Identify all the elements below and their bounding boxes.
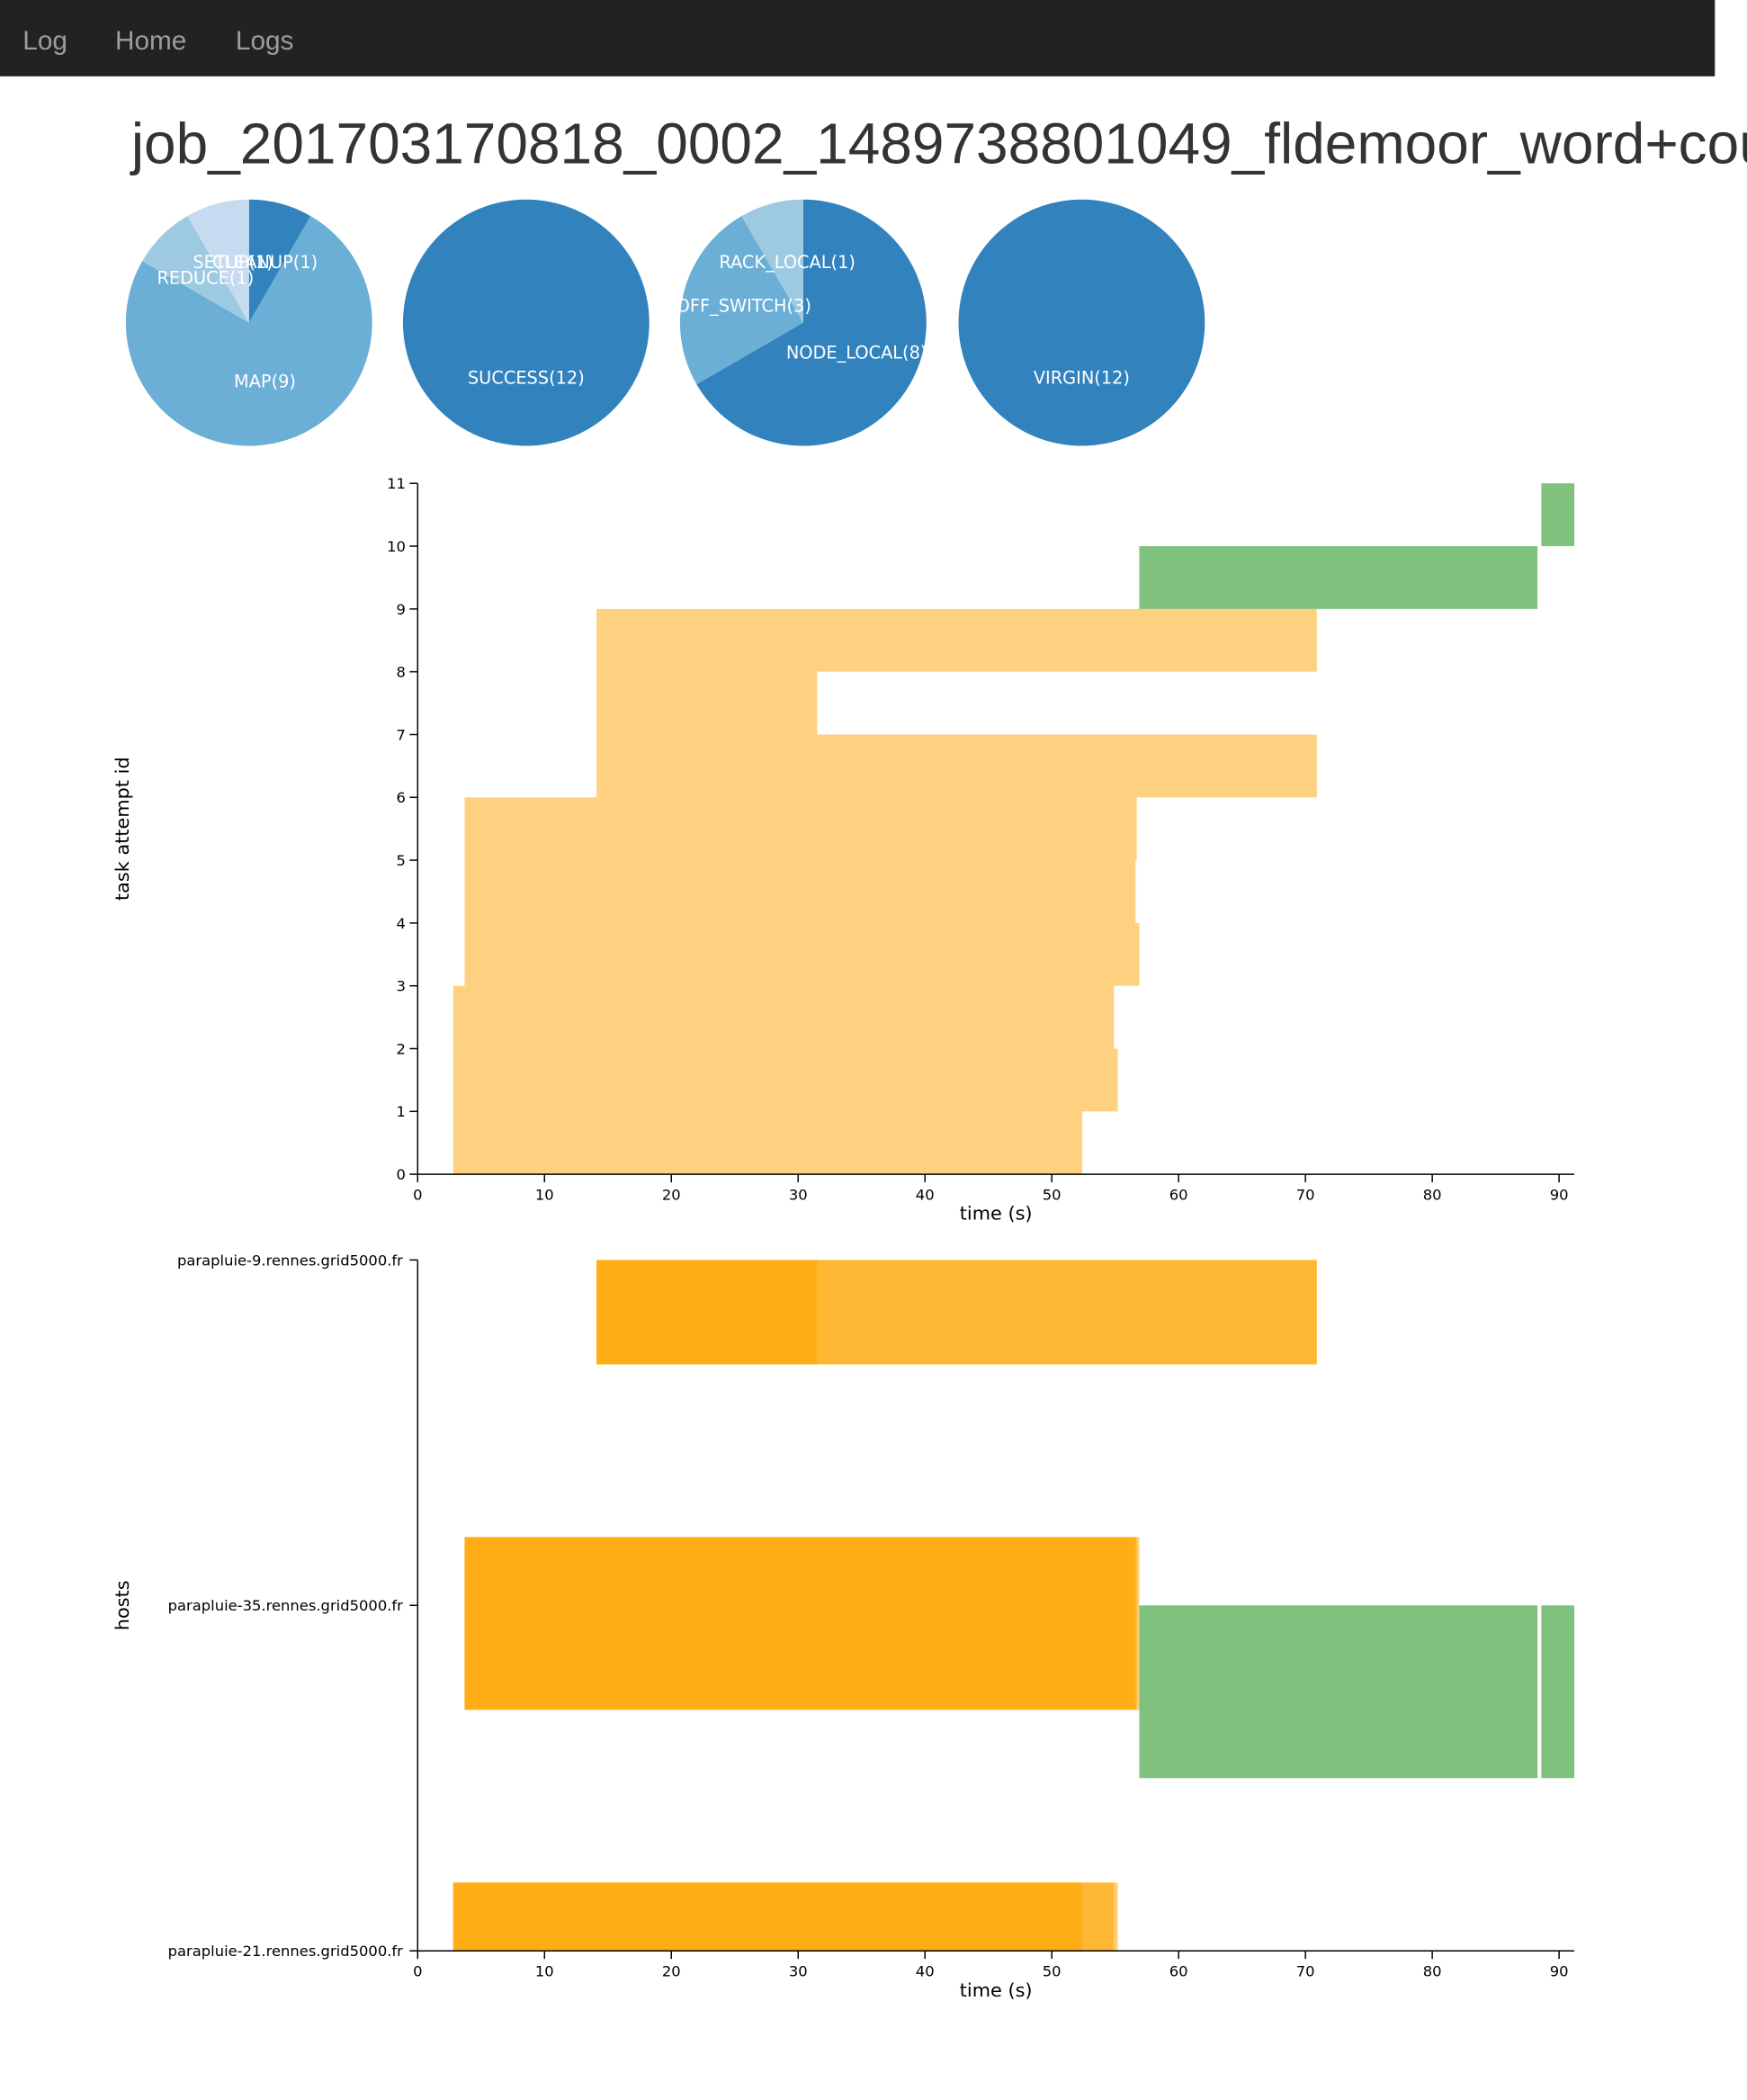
pie-label: VIRGIN(12) xyxy=(1034,368,1130,389)
host-task-bar xyxy=(1541,1605,1575,1779)
y-tick-label: 9 xyxy=(396,601,405,618)
x-tick-label: 20 xyxy=(662,1186,681,1203)
x-tick-label: 60 xyxy=(1169,1186,1188,1203)
pie-label: REDUCE(1) xyxy=(157,268,255,289)
y-axis-label: task attempt id xyxy=(112,757,133,901)
pie-slice xyxy=(142,216,249,323)
pie-slice xyxy=(402,199,650,446)
y-tick-label: parapluie-21.rennes.grid5000.fr xyxy=(168,1943,404,1960)
task-bar xyxy=(1541,483,1575,547)
y-tick-label: parapluie-9.rennes.grid5000.fr xyxy=(177,1252,403,1269)
x-tick-label: 80 xyxy=(1423,1962,1442,1979)
task-bar xyxy=(464,860,1136,923)
y-tick-label: 4 xyxy=(396,915,405,932)
x-tick-label: 50 xyxy=(1043,1962,1062,1979)
pie-slice xyxy=(248,199,311,323)
task-bar xyxy=(452,1048,1118,1112)
y-axis-label: hosts xyxy=(112,1580,133,1630)
host-task-bar xyxy=(596,1260,1317,1365)
task-bar xyxy=(452,985,1115,1049)
x-tick-label: 20 xyxy=(662,1962,681,1979)
x-tick-label: 50 xyxy=(1043,1186,1062,1203)
pie-slice xyxy=(125,216,372,446)
y-tick-label: parapluie-35.rennes.grid5000.fr xyxy=(168,1597,404,1614)
pie-label: SUCCESS(12) xyxy=(468,368,585,389)
pie-slice xyxy=(187,199,249,323)
host-task-bar xyxy=(452,1882,1115,1952)
navbar xyxy=(0,0,1716,76)
y-tick-label: 8 xyxy=(396,664,405,681)
x-tick-label: 70 xyxy=(1296,1186,1315,1203)
y-tick-label: 6 xyxy=(396,789,405,806)
x-axis-label: time (s) xyxy=(960,1979,1033,2001)
x-tick-label: 40 xyxy=(916,1962,935,1979)
task-bar xyxy=(464,797,1137,861)
task-bar xyxy=(452,1111,1083,1175)
x-tick-label: 80 xyxy=(1423,1186,1442,1203)
x-tick-label: 0 xyxy=(413,1962,422,1979)
x-tick-label: 30 xyxy=(789,1186,808,1203)
y-tick-label: 5 xyxy=(396,852,405,869)
x-tick-label: 90 xyxy=(1550,1186,1569,1203)
nav-link[interactable]: Home xyxy=(115,26,186,56)
pie-slice xyxy=(958,199,1205,446)
y-tick-label: 1 xyxy=(396,1103,405,1120)
pie-label: MAP(9) xyxy=(234,371,296,391)
host-task-bar xyxy=(1139,1605,1538,1779)
pie-label: OFF_SWITCH(3) xyxy=(676,295,811,316)
page-title: job_201703170818_0002_1489738801049_flde… xyxy=(130,112,1747,176)
task-bar xyxy=(596,608,1317,672)
pie-slice xyxy=(679,216,803,385)
x-axis-label: time (s) xyxy=(960,1203,1033,1225)
y-tick-label: 11 xyxy=(387,475,406,492)
host-task-bar xyxy=(464,1537,1137,1710)
x-tick-label: 70 xyxy=(1296,1962,1315,1979)
y-tick-label: 3 xyxy=(396,978,405,995)
task-bar xyxy=(464,922,1140,986)
pie-label: CLEANUP(1) xyxy=(212,252,318,273)
host-bars xyxy=(452,1260,1575,1952)
y-tick-label: 7 xyxy=(396,726,405,743)
x-tick-label: 10 xyxy=(535,1962,554,1979)
x-tick-label: 30 xyxy=(789,1962,808,1979)
x-tick-label: 40 xyxy=(916,1186,935,1203)
task-bar xyxy=(596,734,1317,798)
x-tick-label: 60 xyxy=(1169,1962,1188,1979)
nav-link[interactable]: Logs xyxy=(236,26,294,56)
pie-label: RACK_LOCAL(1) xyxy=(719,252,856,273)
y-tick-label: 0 xyxy=(396,1166,405,1183)
y-tick-label: 10 xyxy=(387,538,406,555)
pie-label: SETUP(1) xyxy=(193,252,273,273)
y-tick-label: 2 xyxy=(396,1040,405,1057)
nav-brand[interactable]: Log xyxy=(22,26,67,56)
pie-slice xyxy=(741,199,803,323)
x-tick-label: 0 xyxy=(413,1186,422,1203)
pie-slice xyxy=(696,199,927,446)
x-tick-label: 10 xyxy=(535,1186,554,1203)
pie-label: NODE_LOCAL(8) xyxy=(786,342,927,363)
task-bar xyxy=(596,671,818,735)
task-bar xyxy=(1139,546,1538,609)
x-tick-label: 90 xyxy=(1550,1962,1569,1979)
